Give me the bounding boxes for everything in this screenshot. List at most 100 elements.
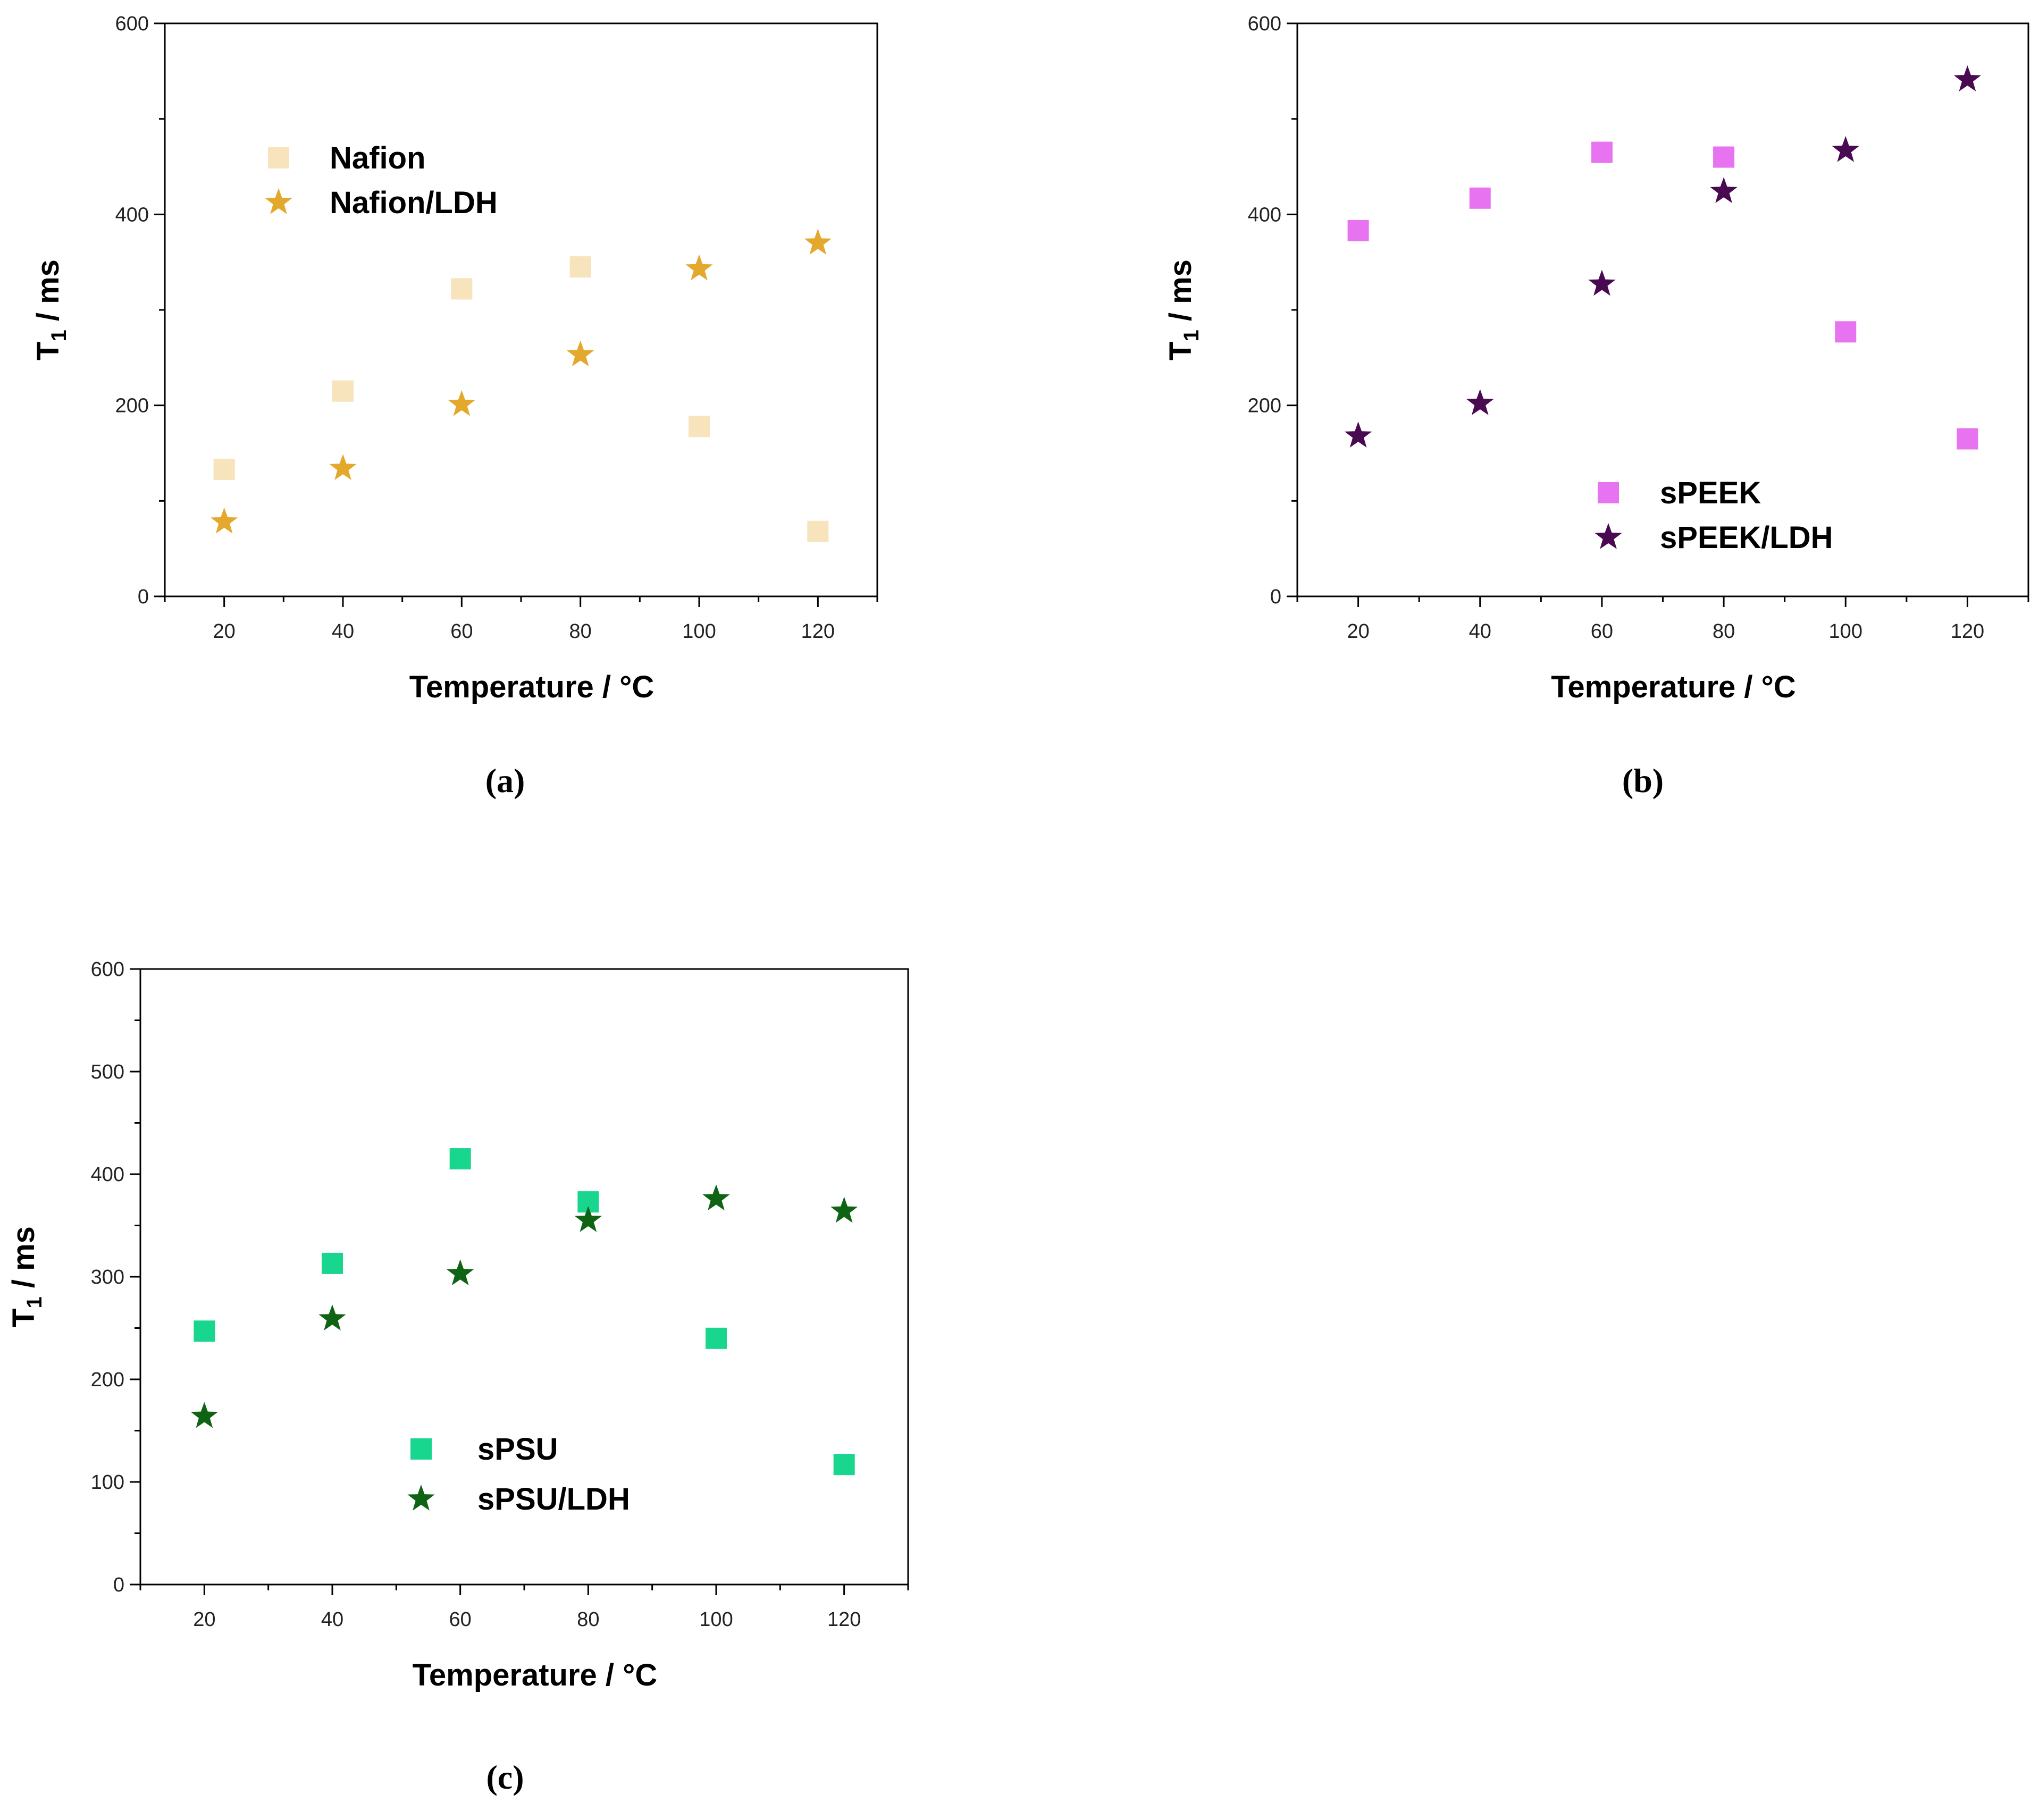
y-tick-label: 600 bbox=[115, 13, 149, 35]
data-point-star bbox=[1832, 136, 1859, 162]
legend-marker-star bbox=[407, 1485, 435, 1511]
y-axis-title-sub: 1 bbox=[1180, 330, 1203, 341]
x-tick-label: 60 bbox=[450, 620, 473, 643]
legend: sPEEK sPEEK/LDH bbox=[1595, 476, 1833, 555]
x-tick-label: 40 bbox=[321, 1608, 343, 1631]
panel-caption: (c) bbox=[486, 1758, 524, 1796]
x-tick-label: 60 bbox=[449, 1608, 472, 1631]
y-tick-label: 500 bbox=[91, 1061, 124, 1083]
data-point-star bbox=[566, 340, 594, 367]
y-axis-title-main: T bbox=[1163, 341, 1198, 360]
chart-panel-1: 20 40 60 80 100 120 0 200 400 600 Temperature / °C… bbox=[31, 13, 878, 799]
data-point-square bbox=[689, 416, 710, 437]
y-tick-label: 600 bbox=[1248, 13, 1281, 35]
y-tick-label: 200 bbox=[91, 1369, 124, 1391]
legend-label: Nafion bbox=[330, 141, 425, 175]
data-point-star bbox=[446, 1259, 474, 1286]
data-point-star bbox=[1466, 389, 1494, 415]
data-point-square bbox=[706, 1327, 727, 1349]
data-point-square bbox=[451, 278, 473, 300]
data-point-star bbox=[329, 454, 357, 481]
legend-marker-square bbox=[1598, 482, 1619, 503]
legend-marker-square bbox=[410, 1438, 432, 1460]
y-axis-title-main: T bbox=[31, 341, 65, 360]
plot-frame bbox=[1296, 22, 2029, 597]
y-tick-label: 600 bbox=[91, 958, 124, 981]
x-tick-label: 60 bbox=[1591, 620, 1613, 643]
y-axis-title-main: T bbox=[6, 1308, 41, 1327]
y-axis-title-unit: / ms bbox=[31, 259, 65, 330]
x-tick-label: 120 bbox=[801, 620, 835, 643]
x-axis-title: Temperature / °C bbox=[409, 670, 654, 704]
plot-frame bbox=[164, 22, 878, 597]
x-tick-label: 120 bbox=[827, 1608, 861, 1631]
legend: Nafion Nafion/LDH bbox=[265, 141, 498, 220]
data-point-square bbox=[1835, 321, 1857, 343]
y-axis-title: T1 / ms bbox=[6, 1226, 46, 1327]
data-point-star bbox=[210, 507, 238, 534]
y-tick-label: 400 bbox=[115, 204, 149, 226]
data-point-star bbox=[804, 229, 832, 255]
y-tick-label: 300 bbox=[91, 1266, 124, 1288]
data-point-star bbox=[702, 1184, 730, 1211]
y-tick-label: 200 bbox=[115, 395, 149, 417]
legend-marker-star bbox=[265, 188, 292, 214]
data-point-square bbox=[332, 380, 354, 402]
data-point-star bbox=[318, 1304, 346, 1330]
x-tick-label: 100 bbox=[682, 620, 716, 643]
x-tick-label: 100 bbox=[1829, 620, 1862, 643]
data-point-star bbox=[1710, 177, 1738, 204]
x-tick-label: 20 bbox=[1347, 620, 1369, 643]
x-tick-label: 80 bbox=[1713, 620, 1735, 643]
panel-caption: (b) bbox=[1622, 762, 1664, 799]
data-point-square bbox=[1591, 141, 1613, 163]
data-point-square bbox=[194, 1320, 215, 1342]
data-point-square bbox=[1957, 428, 1978, 450]
y-axis-title: T1 / ms bbox=[31, 259, 71, 360]
y-tick-label: 100 bbox=[91, 1471, 124, 1494]
legend-marker-square bbox=[268, 147, 289, 168]
data-point-square bbox=[1469, 187, 1491, 209]
x-tick-label: 40 bbox=[1469, 620, 1491, 643]
data-point-star bbox=[448, 390, 476, 416]
chart-panel-3: 20 40 60 80 100 120 0 100 200 300 400 500 600 Tempera… bbox=[6, 958, 909, 1796]
y-axis-title-sub: 1 bbox=[47, 330, 71, 341]
y-axis-title: T1 / ms bbox=[1163, 259, 1203, 360]
data-point-star bbox=[1588, 269, 1616, 296]
y-tick-label: 400 bbox=[1248, 204, 1281, 226]
data-point-square bbox=[807, 520, 829, 542]
legend-label: sPEEK bbox=[1660, 476, 1761, 510]
data-point-square bbox=[1713, 146, 1735, 168]
x-axis-title: Temperature / °C bbox=[413, 1658, 657, 1692]
y-axis-title-unit: / ms bbox=[6, 1226, 41, 1296]
x-tick-label: 20 bbox=[213, 620, 236, 643]
data-point-square bbox=[449, 1148, 471, 1170]
data-point-star bbox=[685, 254, 713, 281]
data-point-square bbox=[833, 1454, 855, 1476]
x-tick-label: 80 bbox=[569, 620, 592, 643]
x-axis-title: Temperature / °C bbox=[1551, 670, 1795, 704]
data-point-square bbox=[322, 1252, 343, 1274]
x-tick-label: 120 bbox=[1951, 620, 1984, 643]
legend-label: sPEEK/LDH bbox=[1660, 520, 1833, 555]
data-point-square bbox=[1347, 220, 1369, 241]
x-tick-label: 40 bbox=[332, 620, 354, 643]
data-point-star bbox=[190, 1402, 219, 1428]
legend-label: sPSU bbox=[477, 1432, 558, 1467]
y-tick-label: 0 bbox=[138, 586, 149, 608]
legend-label: Nafion/LDH bbox=[330, 186, 498, 220]
data-point-star bbox=[1344, 422, 1372, 448]
legend-marker-star bbox=[1595, 523, 1622, 549]
legend-label: sPSU/LDH bbox=[477, 1482, 630, 1516]
x-tick-label: 100 bbox=[699, 1608, 733, 1631]
y-tick-label: 0 bbox=[113, 1574, 124, 1596]
y-axis-title-unit: / ms bbox=[1163, 259, 1198, 330]
chart-panel-2: 20 40 60 80 100 120 0 200 400 600 Temperature / °C… bbox=[1163, 13, 2029, 799]
panel-caption: (a) bbox=[485, 762, 525, 799]
data-point-square bbox=[213, 459, 235, 481]
data-point-square bbox=[569, 256, 591, 278]
legend: sPSU sPSU/LDH bbox=[407, 1432, 630, 1516]
y-tick-label: 400 bbox=[91, 1164, 124, 1186]
data-point-star bbox=[574, 1206, 602, 1232]
